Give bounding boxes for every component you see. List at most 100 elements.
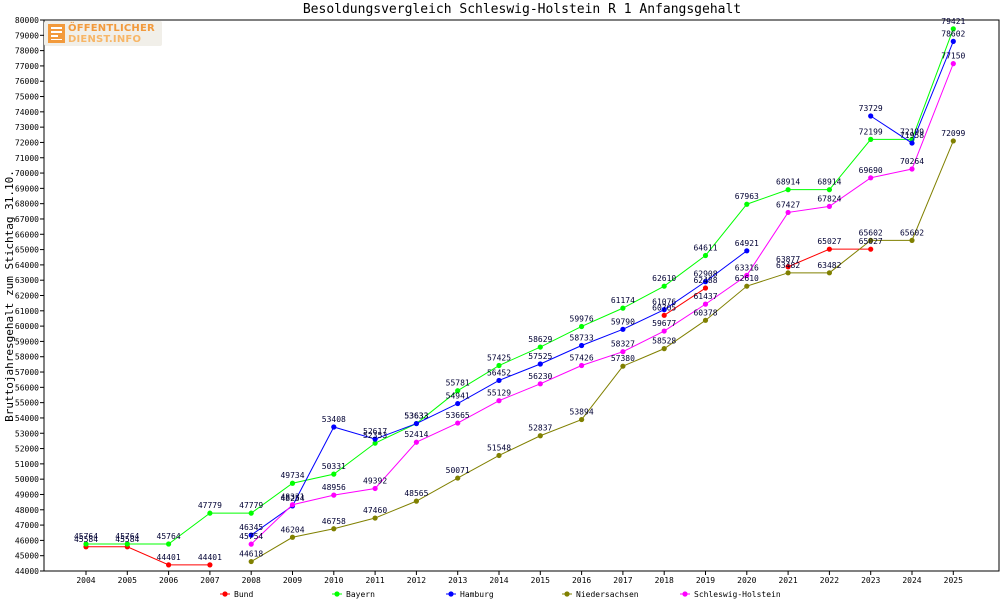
data-point-niedersachsen [826,270,833,276]
data-point-hamburg [909,140,915,146]
data-label-niedersachsen: 57380 [611,354,635,363]
data-point-hamburg [702,279,709,285]
x-tick-label: 2004 [76,576,95,585]
data-label-hamburg: 73729 [859,104,883,113]
x-tick-label: 2007 [200,576,219,585]
data-label-schleswig-holstein: 63316 [735,263,759,272]
data-point-schleswig-holstein [950,61,956,67]
data-point-hamburg [744,248,750,254]
data-point-schleswig-holstein [744,272,750,278]
data-label-hamburg: 59790 [611,317,635,326]
data-point-niedersachsen [661,346,667,352]
data-point-schleswig-holstein [868,175,874,181]
y-tick-label: 69000 [15,184,39,193]
y-tick-label: 77000 [15,62,39,71]
data-label-bayern: 72199 [859,127,883,136]
data-label-hamburg: 58733 [570,334,594,343]
legend-marker-bund [222,591,228,597]
y-tick-label: 46000 [15,536,39,545]
data-label-niedersachsen: 53894 [570,408,594,417]
data-point-bund [702,285,709,291]
data-point-niedersachsen [248,558,254,565]
x-tick-label: 2012 [407,576,426,585]
series-line-bayern [86,28,954,545]
data-point-niedersachsen [620,363,626,369]
data-point-hamburg [620,326,626,332]
y-tick-label: 56000 [15,383,39,392]
data-point-bayern [620,305,626,311]
data-point-schleswig-holstein [496,398,502,404]
data-label-schleswig-holstein: 55129 [487,389,511,398]
data-point-niedersachsen [372,515,378,521]
data-label-bayern: 47779 [198,501,222,510]
y-tick-label: 66000 [15,230,39,239]
data-label-schleswig-holstein: 59677 [652,319,676,328]
data-label-schleswig-holstein: 56230 [528,372,552,381]
x-tick-label: 2024 [902,576,921,585]
data-point-hamburg [455,400,461,407]
y-tick-label: 55000 [15,399,39,408]
data-point-schleswig-holstein [620,349,626,355]
data-point-niedersachsen [785,270,791,276]
data-label-schleswig-holstein: 77150 [941,52,965,61]
legend-label-bund: Bund [234,590,253,599]
series-line-schleswig-holstein [250,63,954,545]
data-point-schleswig-holstein [372,485,378,492]
y-tick-label: 63000 [15,276,39,285]
data-label-hamburg: 71958 [900,131,924,140]
x-tick-label: 2005 [118,576,137,585]
data-label-hamburg: 57525 [528,352,552,361]
y-tick-label: 49000 [15,490,39,499]
data-label-schleswig-holstein: 58327 [611,340,635,349]
y-tick-label: 64000 [15,261,39,270]
data-label-niedersachsen: 63482 [817,261,841,270]
x-tick-label: 2018 [655,576,674,585]
data-point-bayern [702,252,709,259]
data-label-hamburg: 61076 [652,298,676,307]
data-label-hamburg: 53408 [322,415,346,424]
series-line-bund [663,287,706,316]
data-point-bayern [289,480,296,486]
data-label-niedersachsen: 46204 [280,525,304,534]
data-label-hamburg: 46345 [239,523,263,532]
legend-label-hamburg: Hamburg [460,590,494,599]
data-label-bayern: 64611 [693,244,717,253]
data-label-schleswig-holstein: 70264 [900,157,924,166]
y-tick-label: 58000 [15,353,39,362]
x-tick-label: 2015 [531,576,550,585]
y-tick-label: 80000 [15,16,39,25]
data-point-schleswig-holstein [537,381,543,387]
data-point-hamburg [413,420,419,427]
data-label-hamburg: 56452 [487,368,511,377]
data-label-bayern: 79421 [941,17,965,26]
data-point-schleswig-holstein [785,209,791,216]
data-label-bayern: 47779 [239,501,263,510]
data-label-niedersachsen: 51548 [487,443,511,452]
data-label-bayern: 58629 [528,335,552,344]
logo: ÖFFENTLICHER DIENST.INFO [44,21,162,46]
y-tick-label: 72000 [15,138,39,147]
y-tick-label: 74000 [15,108,39,117]
y-tick-label: 65000 [15,246,39,255]
logo-line-2: DIENST.INFO [68,34,142,45]
y-tick-label: 57000 [15,368,39,377]
y-tick-label: 45000 [15,552,39,561]
data-label-bund: 45584 [74,535,98,544]
y-tick-label: 44000 [15,567,39,576]
data-point-bayern [537,344,543,350]
data-label-bayern: 55781 [446,379,470,388]
data-label-schleswig-holstein: 69690 [859,166,883,175]
data-point-hamburg [579,342,585,349]
data-label-schleswig-holstein: 48331 [280,493,304,502]
data-label-hamburg: 64921 [735,239,759,248]
data-label-bund: 65027 [859,237,883,246]
data-point-schleswig-holstein [413,439,419,445]
data-point-bayern [124,541,130,547]
x-tick-label: 2011 [365,576,384,585]
data-label-schleswig-holstein: 52414 [404,430,428,439]
data-point-bund [661,312,667,318]
data-point-bayern [496,362,502,369]
data-label-bayern: 45764 [115,532,139,541]
logo-line-1: ÖFFENTLICHER [68,23,155,34]
data-label-bayern: 59976 [570,314,594,323]
